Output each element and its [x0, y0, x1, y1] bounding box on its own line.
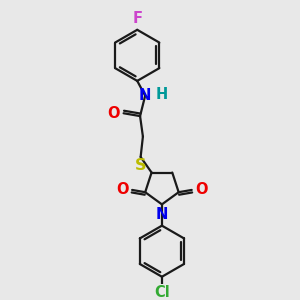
Text: O: O [107, 106, 120, 121]
Text: N: N [139, 88, 152, 103]
Text: S: S [135, 158, 146, 173]
Text: H: H [155, 87, 168, 102]
Text: Cl: Cl [154, 285, 170, 300]
Text: O: O [116, 182, 129, 197]
Text: N: N [156, 207, 168, 222]
Text: F: F [132, 11, 142, 26]
Text: O: O [195, 182, 208, 197]
